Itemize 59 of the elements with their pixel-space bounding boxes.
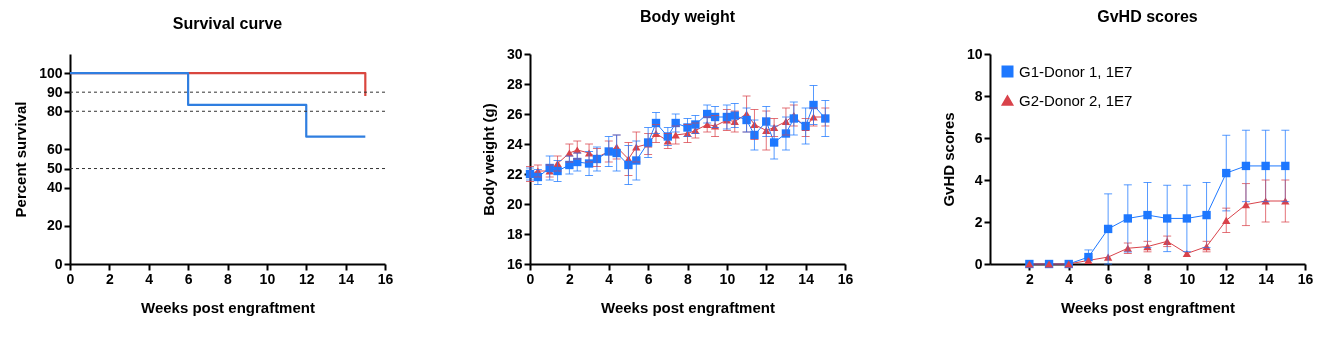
y-tick-label: 50: [46, 160, 63, 177]
chart-title: GvHD scores: [1097, 8, 1198, 25]
y-tick-label: 0: [54, 255, 63, 272]
y-axis-title: GvHD scores: [939, 112, 957, 207]
x-axis-title: Weeks post engraftment: [601, 298, 775, 316]
y-axis-title: Body weight (g): [479, 103, 497, 216]
y-tick-label: 8: [974, 87, 983, 104]
chart-title: Body weight: [639, 8, 736, 25]
y-tick-label: 28: [506, 75, 523, 92]
x-tick-label: 16: [377, 270, 394, 287]
x-tick-label: 6: [184, 270, 193, 287]
y-tick-label: 90: [46, 83, 63, 100]
x-tick-label: 8: [684, 270, 693, 287]
y-tick-label: 40: [46, 179, 63, 196]
x-tick-label: 6: [644, 270, 653, 287]
y-tick-label: 100: [39, 64, 63, 81]
x-tick-label: 0: [526, 270, 535, 287]
legend-label: G2-Donor 2, 1E7: [1019, 91, 1133, 109]
x-tick-label: 4: [145, 270, 154, 287]
x-tick-label: 14: [338, 270, 355, 287]
y-tick-label: 16: [506, 255, 523, 272]
x-tick-label: 14: [798, 270, 815, 287]
x-tick-label: 8: [1144, 270, 1153, 287]
x-tick-label: 16: [837, 270, 854, 287]
y-tick-label: 18: [506, 225, 523, 242]
y-tick-label: 10: [966, 45, 983, 62]
x-tick-label: 10: [719, 270, 736, 287]
y-tick-label: 22: [506, 165, 523, 182]
x-tick-label: 4: [1065, 270, 1074, 287]
x-tick-label: 6: [1104, 270, 1113, 287]
x-tick-label: 2: [565, 270, 574, 287]
x-tick-label: 12: [298, 270, 315, 287]
y-tick-label: 6: [974, 129, 983, 146]
y-tick-label: 0: [974, 255, 983, 272]
y-tick-label: 80: [46, 102, 63, 119]
y-tick-label: 26: [506, 105, 523, 122]
x-tick-label: 14: [1258, 270, 1275, 287]
y-tick-label: 60: [46, 140, 63, 157]
chart-title: Survival curve: [172, 15, 283, 32]
x-tick-label: 12: [1218, 270, 1235, 287]
x-tick-label: 0: [66, 270, 75, 287]
x-tick-label: 16: [1297, 270, 1314, 287]
x-tick-label: 2: [105, 270, 114, 287]
x-tick-label: 12: [758, 270, 775, 287]
x-tick-label: 8: [224, 270, 233, 287]
y-tick-label: 4: [974, 171, 983, 188]
x-axis-title: Weeks post engraftment: [1061, 298, 1235, 316]
x-axis-title: Weeks post engraftment: [141, 298, 315, 316]
x-tick-label: 10: [1179, 270, 1196, 287]
y-tick-label: 24: [506, 135, 523, 152]
y-tick-label: 30: [506, 45, 523, 62]
x-tick-label: 10: [259, 270, 276, 287]
y-tick-label: 20: [46, 217, 63, 234]
y-tick-label: 20: [506, 195, 523, 212]
legend-label: G1-Donor 1, 1E7: [1019, 62, 1133, 80]
y-tick-label: 2: [974, 213, 983, 230]
x-tick-label: 2: [1025, 270, 1034, 287]
y-axis-title: Percent survival: [12, 101, 30, 218]
x-tick-label: 4: [605, 270, 614, 287]
